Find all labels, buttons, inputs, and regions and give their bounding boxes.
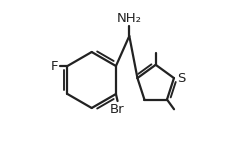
Text: S: S [178, 72, 186, 85]
Text: Br: Br [110, 103, 125, 116]
Text: NH₂: NH₂ [117, 12, 142, 25]
Text: F: F [51, 60, 58, 72]
